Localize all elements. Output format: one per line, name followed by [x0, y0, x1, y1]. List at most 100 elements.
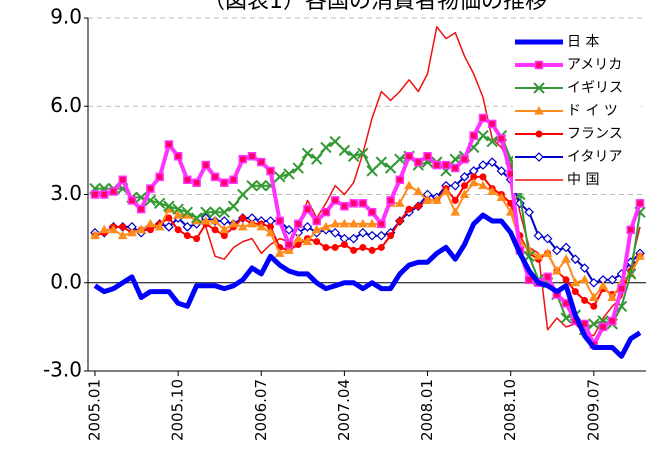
legend-bg [513, 55, 641, 78]
marker [496, 192, 507, 201]
marker [478, 180, 488, 190]
y-tick-label: -3.0 [43, 358, 82, 382]
marker [302, 236, 313, 246]
marker [174, 226, 182, 234]
marker [331, 243, 339, 251]
marker [570, 254, 581, 265]
marker [487, 186, 498, 196]
marker [414, 157, 423, 167]
marker [542, 233, 553, 244]
marker [469, 131, 478, 140]
marker [581, 296, 589, 304]
marker [322, 243, 330, 251]
marker [320, 141, 332, 154]
marker [292, 162, 304, 174]
x-tick-label: 2008.10 [501, 379, 519, 441]
marker [256, 221, 267, 231]
legend-bg [513, 32, 641, 55]
marker [237, 188, 249, 201]
marker [477, 129, 489, 142]
marker [533, 230, 544, 241]
marker [246, 179, 258, 192]
marker [257, 157, 266, 167]
marker [183, 232, 191, 240]
marker [218, 206, 231, 218]
marker [312, 216, 321, 226]
marker [275, 216, 284, 226]
marker [459, 172, 470, 182]
marker [635, 251, 645, 260]
marker [146, 184, 155, 193]
marker [109, 187, 118, 196]
marker [366, 165, 378, 177]
marker [561, 242, 571, 253]
marker [358, 227, 368, 238]
marker [153, 197, 166, 210]
legend-label: イギリス [567, 80, 623, 96]
marker [340, 241, 348, 249]
marker [201, 160, 211, 170]
y-tick-label: 6.0 [50, 93, 82, 117]
marker [377, 219, 386, 229]
marker [552, 265, 562, 275]
marker [200, 206, 212, 218]
series [90, 177, 645, 301]
legend-bg [513, 78, 641, 101]
marker [348, 233, 359, 244]
marker [367, 230, 377, 241]
marker [239, 214, 247, 222]
legend-bg [513, 170, 641, 193]
marker [330, 227, 341, 238]
marker [303, 204, 312, 214]
marker [210, 215, 220, 225]
marker [211, 226, 219, 234]
marker [209, 206, 221, 218]
legend-bg [513, 147, 641, 170]
marker [90, 190, 100, 199]
marker [534, 152, 544, 162]
marker [183, 175, 192, 185]
marker [284, 245, 294, 254]
marker [321, 221, 331, 231]
legend-label: 中 国 [567, 172, 599, 188]
marker [505, 207, 516, 216]
marker [347, 150, 360, 162]
marker [265, 227, 276, 237]
marker [247, 218, 257, 228]
marker [311, 224, 322, 234]
marker [284, 240, 294, 249]
marker [487, 157, 498, 167]
marker [542, 248, 553, 257]
marker [350, 246, 358, 254]
marker [238, 154, 248, 164]
marker [173, 210, 183, 219]
marker [313, 238, 321, 246]
marker [118, 175, 127, 185]
marker [432, 160, 442, 170]
marker [294, 241, 302, 249]
marker [534, 105, 544, 115]
marker [155, 172, 164, 182]
marker [200, 215, 211, 225]
marker [579, 274, 590, 284]
legend-bg [513, 101, 641, 124]
marker [533, 251, 544, 260]
marker [423, 152, 432, 161]
marker [349, 199, 358, 208]
marker [367, 218, 377, 228]
marker [422, 195, 433, 204]
marker [534, 60, 544, 70]
marker [394, 153, 406, 165]
marker [552, 245, 562, 256]
marker [274, 171, 286, 183]
marker [255, 179, 267, 192]
marker [405, 205, 413, 213]
marker [396, 217, 404, 225]
marker [588, 292, 599, 301]
marker [560, 312, 572, 324]
marker [570, 277, 581, 287]
marker [190, 212, 203, 224]
marker [562, 276, 570, 284]
marker [470, 173, 478, 181]
marker [543, 272, 552, 282]
